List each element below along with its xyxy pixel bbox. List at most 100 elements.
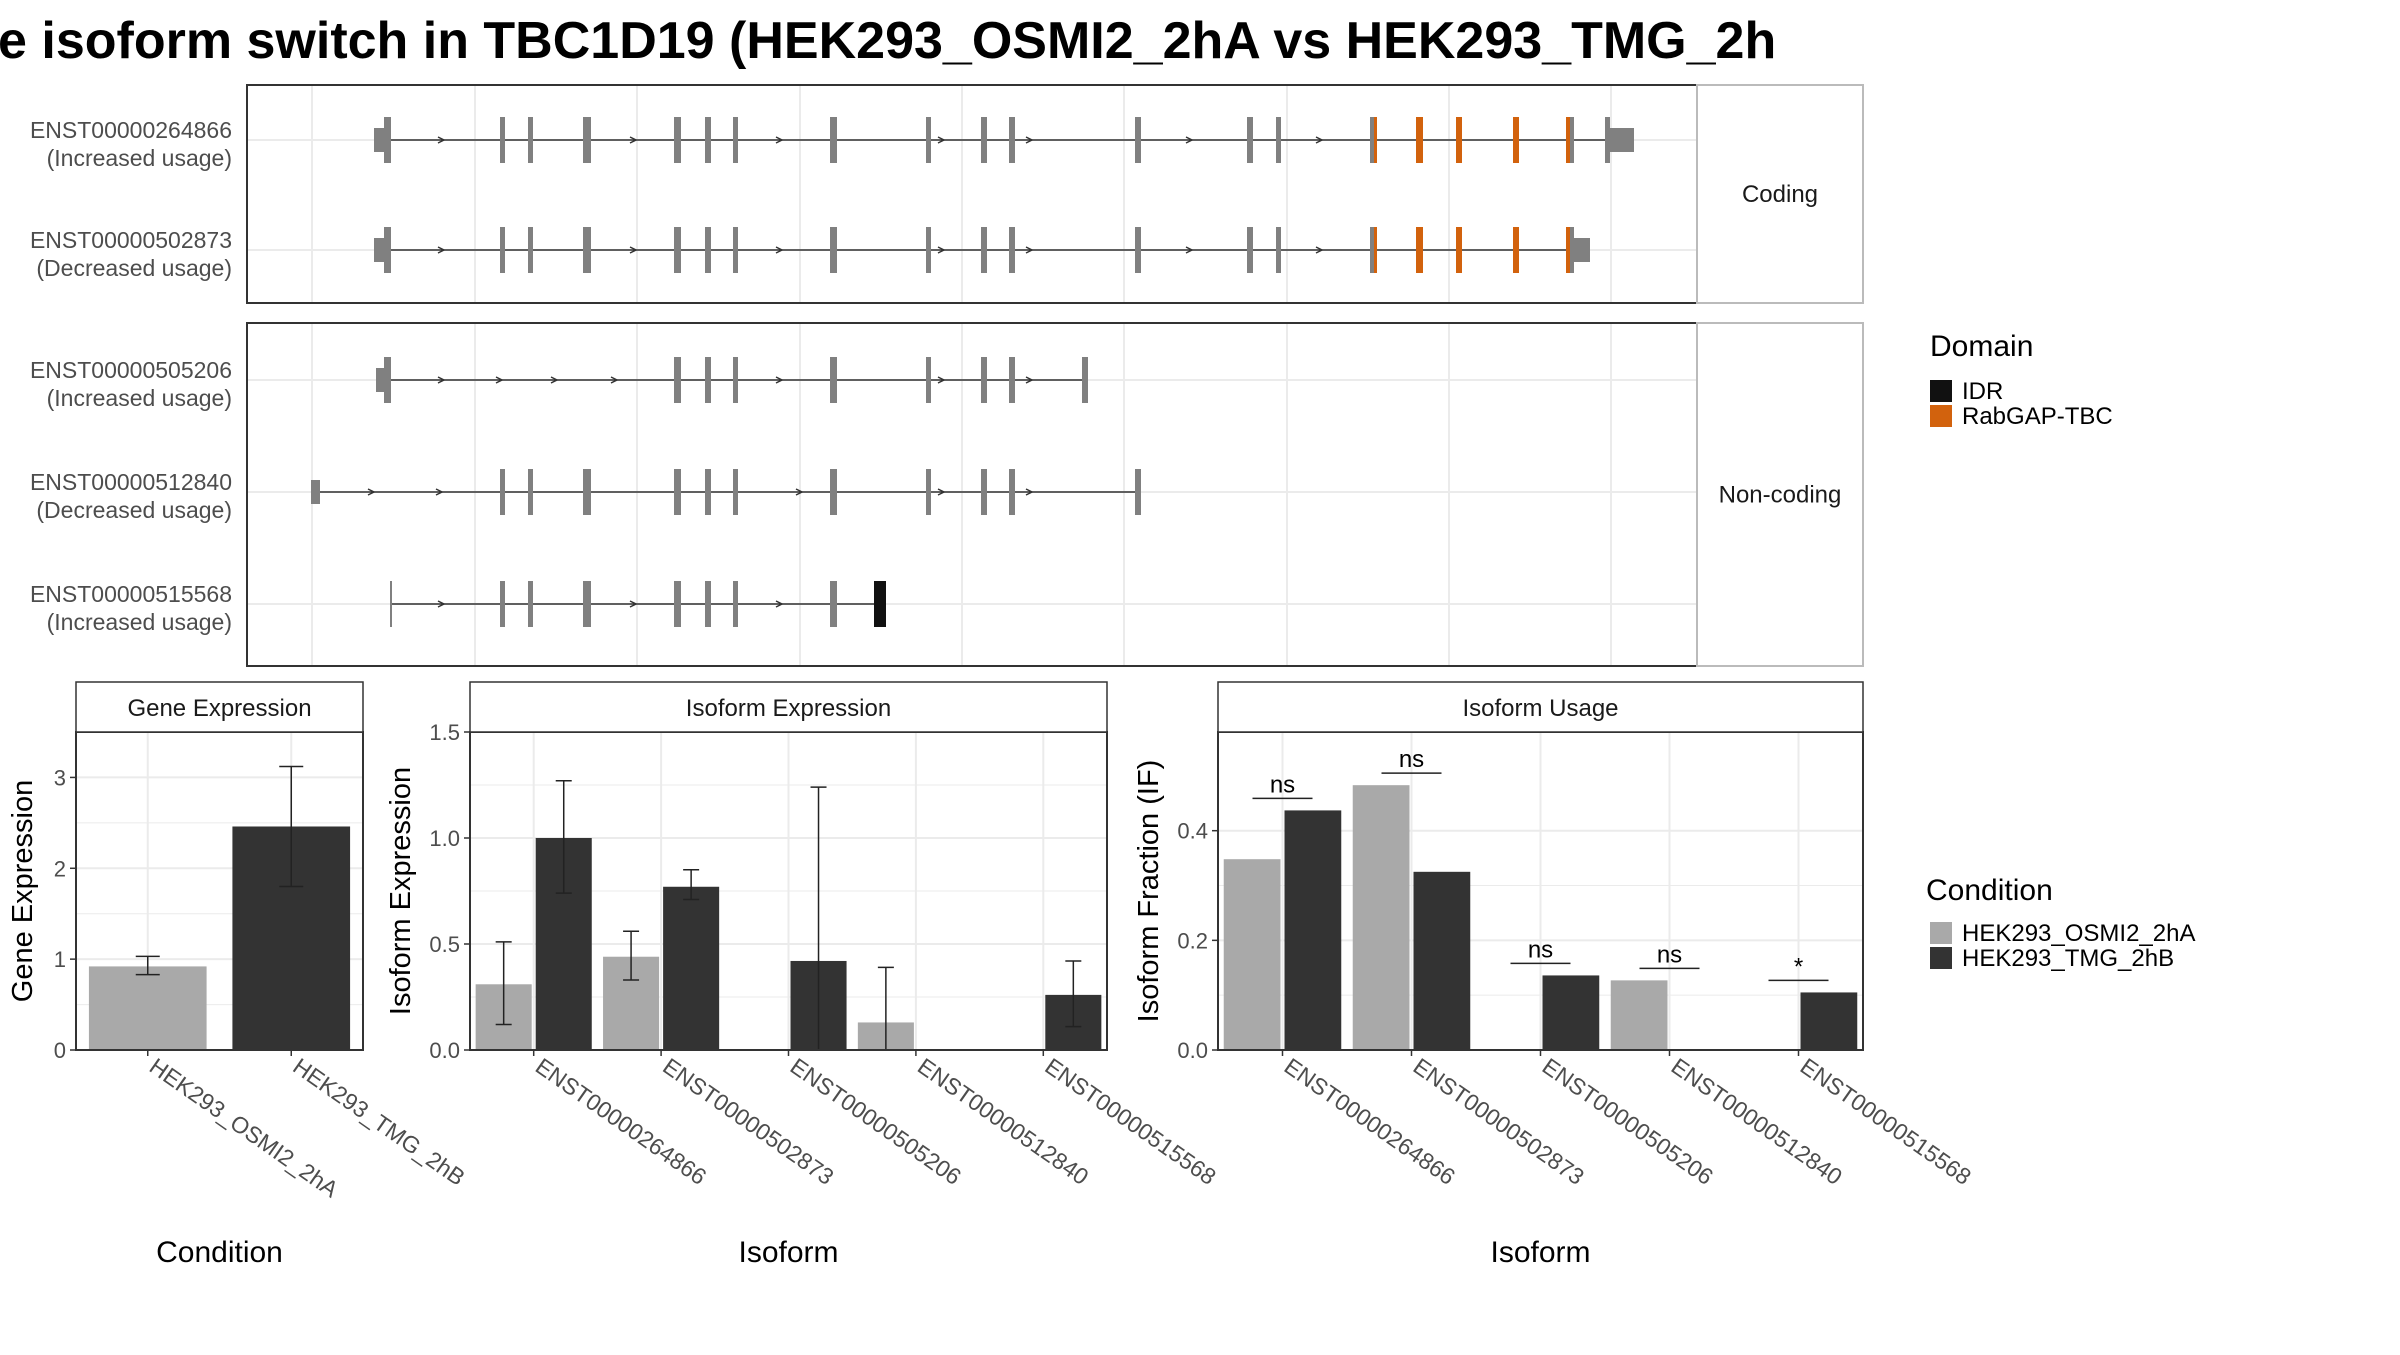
rabgap-domain-exon <box>1513 227 1519 273</box>
transcript-usage-label: (Increased usage) <box>47 609 232 635</box>
exon <box>733 357 738 403</box>
facet-strip-label: Coding <box>1742 181 1818 208</box>
y-axis-label: Gene Expression <box>7 780 39 1002</box>
exon <box>384 117 391 163</box>
condition-legend-key <box>1930 922 1952 944</box>
exon <box>528 227 533 273</box>
exon <box>390 581 392 627</box>
strand-arrow-icon <box>1315 246 1324 254</box>
exon <box>830 581 837 627</box>
exon <box>500 581 505 627</box>
significance-label: ns <box>1399 746 1424 773</box>
bar <box>1352 785 1410 1050</box>
exon <box>1135 117 1141 163</box>
y-tick-label: 1.5 <box>429 720 460 745</box>
strand-arrow-icon <box>437 376 446 384</box>
strand-arrow-icon <box>937 136 946 144</box>
strand-arrow-icon <box>775 246 784 254</box>
exon <box>830 117 837 163</box>
panel-background <box>247 323 1697 666</box>
rabgap-domain-exon <box>1374 117 1377 163</box>
exon <box>583 117 591 163</box>
exon <box>981 227 987 273</box>
exon <box>733 227 738 273</box>
strand-arrow-icon <box>1025 136 1034 144</box>
exon <box>705 117 711 163</box>
exon <box>374 128 384 152</box>
exon <box>1247 227 1253 273</box>
y-axis-label: Isoform Expression <box>385 767 417 1015</box>
strand-arrow-icon <box>1025 246 1034 254</box>
exon <box>981 357 987 403</box>
exon <box>500 469 505 515</box>
transcript-ENST00000502873: ENST00000502873(Decreased usage) <box>30 227 1590 281</box>
strand-arrow-icon <box>1185 246 1194 254</box>
facet-strip <box>1696 322 1864 667</box>
facet-strip <box>1696 84 1864 304</box>
transcript-id-label: ENST00000264866 <box>30 117 232 143</box>
strand-arrow-icon <box>437 246 446 254</box>
exon <box>981 117 987 163</box>
bar <box>1413 871 1471 1050</box>
chart-isoform-expression: Isoform Expression 0.0 0.5 1.0 1.5 Isoform Ex… <box>385 681 1221 1269</box>
significance-label: * <box>1794 953 1803 980</box>
x-axis-label: Condition <box>156 1236 283 1269</box>
strand-arrow-icon <box>495 376 504 384</box>
exon <box>830 357 837 403</box>
strand-arrow-icon <box>937 488 946 496</box>
exon <box>311 480 320 504</box>
strand-arrow-icon <box>937 246 946 254</box>
domain-legend-key <box>1930 405 1952 427</box>
exon <box>705 469 711 515</box>
exon <box>376 368 384 392</box>
exon <box>583 581 591 627</box>
exon <box>374 238 384 262</box>
exon <box>926 357 931 403</box>
chart-strip <box>75 681 364 733</box>
transcript-ENST00000264866: ENST00000264866(Increased usage) <box>30 117 1634 171</box>
exon <box>1135 469 1141 515</box>
transcript-ENST00000512840: ENST00000512840(Decreased usage) <box>30 469 1141 523</box>
strand-arrow-icon <box>629 246 638 254</box>
bar <box>1542 975 1600 1050</box>
transcript-usage-label: (Decreased usage) <box>36 497 232 523</box>
transcript-usage-label: (Decreased usage) <box>36 255 232 281</box>
strand-arrow-icon <box>629 136 638 144</box>
strand-arrow-icon <box>437 600 446 608</box>
panel-background <box>247 85 1697 303</box>
significance-label: ns <box>1270 771 1295 798</box>
exon <box>926 117 931 163</box>
exon <box>1009 227 1015 273</box>
exon <box>528 581 533 627</box>
exon <box>1009 117 1015 163</box>
exon <box>1605 117 1610 163</box>
domain-legend-label: IDR <box>1962 378 2003 405</box>
strand-arrow-icon <box>775 376 784 384</box>
x-axis-label: Isoform <box>738 1236 838 1269</box>
exon <box>830 469 837 515</box>
exon <box>500 227 505 273</box>
transcript-usage-label: (Increased usage) <box>47 145 232 171</box>
y-tick-label: 0.4 <box>1177 819 1208 844</box>
rabgap-domain-exon <box>1374 227 1377 273</box>
exon <box>1247 117 1253 163</box>
transcript-usage-label: (Increased usage) <box>47 385 232 411</box>
y-tick-label: 1 <box>54 947 66 972</box>
rabgap-domain-exon <box>1513 117 1519 163</box>
significance-label: ns <box>1657 941 1682 968</box>
bar <box>1610 980 1668 1050</box>
rabgap-domain-exon <box>1416 227 1423 273</box>
exon <box>1570 227 1574 273</box>
exon <box>1276 227 1281 273</box>
y-tick-label: 0.5 <box>429 932 460 957</box>
exon <box>674 117 681 163</box>
transcript-id-label: ENST00000505206 <box>30 357 232 383</box>
exon <box>733 581 738 627</box>
exon <box>1574 238 1590 262</box>
exon <box>733 469 738 515</box>
